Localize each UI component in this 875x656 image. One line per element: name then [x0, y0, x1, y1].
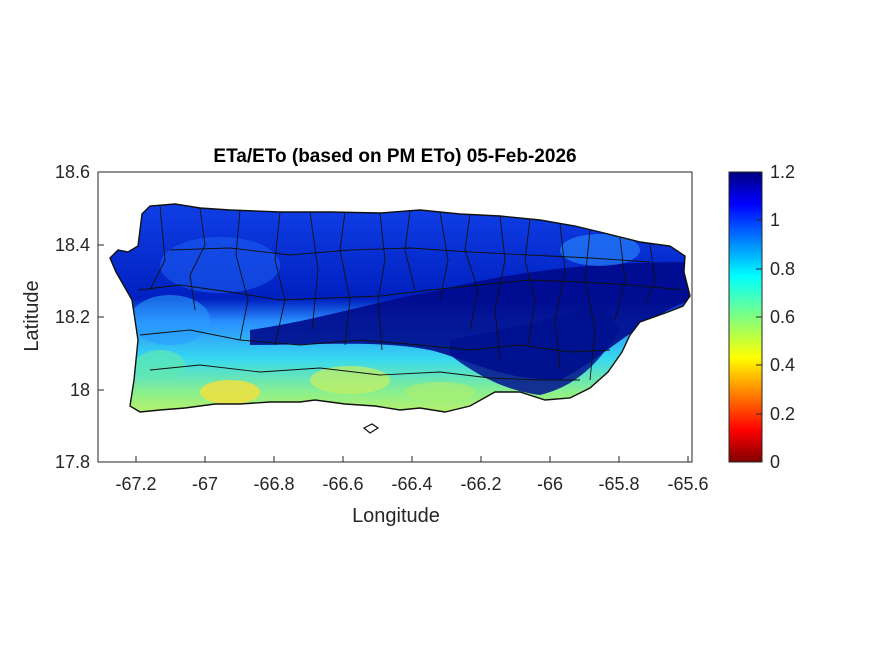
x-axis-label: Longitude	[352, 505, 440, 527]
x-tick-label: -66.4	[391, 474, 432, 494]
y-tick-label: 17.8	[55, 452, 90, 472]
x-tick-label: -65.8	[598, 474, 639, 494]
x-tick: -67	[192, 456, 218, 494]
map-title: ETa/ETo (based on PM ETo) 05-Feb-2026	[213, 146, 576, 167]
x-tick: -67.2	[115, 456, 157, 494]
colorbar-tick-label: 1	[770, 210, 780, 230]
y-tick-label: 18.6	[55, 162, 90, 182]
x-tick-label: -66.2	[460, 474, 501, 494]
colorbar-tick-label: 0	[770, 452, 780, 472]
y-tick-label: 18	[70, 380, 90, 400]
y-tick-label: 18.2	[55, 307, 90, 327]
municipality-boundaries	[137, 205, 684, 381]
x-tick-label: -67	[192, 474, 218, 494]
y-axis: 17.8 18 18.2 18.4 18.6	[55, 162, 104, 472]
x-axis: -67.2 -67 -66.8 -66.6 -66.4 -66.2 -66 -	[115, 456, 709, 494]
x-tick: -66	[537, 456, 563, 494]
x-tick: -66.6	[322, 456, 364, 494]
x-tick: -65.6	[667, 456, 709, 494]
colorbar-tick: 1.2	[756, 162, 795, 182]
x-tick: -66.4	[391, 456, 433, 494]
y-tick-label: 18.4	[55, 235, 90, 255]
x-tick: -65.8	[598, 456, 640, 494]
x-tick-label: -67.2	[115, 474, 156, 494]
colorbar-tick: 0.6	[756, 307, 795, 327]
colorbar-tick: 1	[756, 210, 780, 230]
y-tick: 18.4	[55, 235, 104, 255]
x-tick-label: -66.6	[322, 474, 363, 494]
y-tick: 18.2	[55, 307, 104, 327]
colorbar-tick: 0.2	[756, 404, 795, 424]
x-tick-label: -66.8	[253, 474, 294, 494]
y-tick: 17.8	[55, 452, 104, 472]
x-tick-label: -65.6	[667, 474, 708, 494]
y-axis-label: Latitude	[21, 280, 43, 351]
x-tick: -66.8	[253, 456, 295, 494]
colorbar-tick-label: 0.6	[770, 307, 795, 327]
colorbar-tick-label: 1.2	[770, 162, 795, 182]
small-island-outline	[362, 423, 380, 434]
colorbar-tick: 0.4	[756, 355, 795, 375]
y-tick: 18	[70, 380, 104, 400]
colorbar-tick-label: 0.8	[770, 259, 795, 279]
colorbar-tick-label: 0.2	[770, 404, 795, 424]
colorbar: 0 0.2 0.4 0.6 0.8 1 1.2	[728, 162, 795, 472]
y-tick: 18.6	[55, 162, 104, 182]
x-tick: -66.2	[460, 456, 502, 494]
colorbar-tick-label: 0.4	[770, 355, 795, 375]
eta-eto-raster	[110, 204, 690, 412]
colorbar-tick: 0	[756, 452, 780, 472]
x-tick-label: -66	[537, 474, 563, 494]
colorbar-tick: 0.8	[756, 259, 795, 279]
